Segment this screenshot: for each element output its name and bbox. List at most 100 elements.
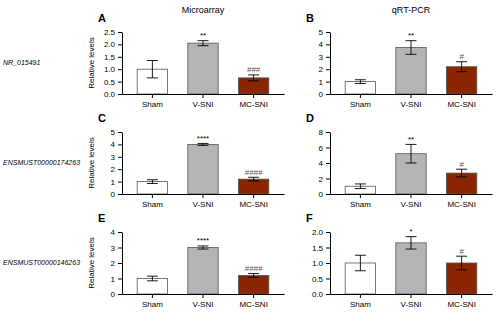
y-tick-mark: [326, 44, 330, 45]
x-tick-label: V-SNI: [401, 100, 422, 109]
marks: [137, 143, 269, 194]
y-tick: 0: [319, 90, 330, 99]
significance-label: **: [408, 31, 414, 40]
row-label: ENSMUST00000146263: [3, 259, 80, 266]
y-tick: 5: [319, 28, 330, 37]
y-tick: 3: [111, 244, 122, 253]
y-tick-mark: [326, 148, 330, 149]
y-tick-label: 2: [319, 65, 324, 74]
y-axis: 0 1 2 3 4 5: [319, 28, 331, 99]
x-axis: Sham V-SNI MC-SNI: [123, 194, 285, 209]
x-tick-mark: [253, 194, 254, 198]
y-tick: 2: [319, 175, 330, 184]
bar: [188, 248, 218, 295]
x-tick: Sham: [142, 194, 163, 209]
x-axis: ShamV-SNIMC-SNI: [331, 294, 493, 309]
y-axis-line: [122, 33, 123, 95]
x-tick-label: MC-SNI: [239, 100, 267, 109]
y-tick-mark: [326, 69, 330, 70]
x-tick-label: Sham: [350, 100, 371, 109]
error-bar: [147, 276, 158, 281]
x-tick-mark: [152, 94, 153, 98]
bar: [188, 43, 218, 94]
y-tick-mark: [326, 132, 330, 133]
y-tick-mark: [326, 57, 330, 58]
y-axis-title: Relative levels: [87, 37, 96, 89]
figure: 0.00.51.01.52.02.5ShamV-SNIMC-SNI**###NR…: [0, 0, 500, 321]
y-tick: 1.5: [104, 53, 122, 62]
y-axis-title: Relative levels: [87, 237, 96, 289]
y-tick-label: 6: [319, 144, 324, 153]
error-bar: [406, 237, 417, 249]
y-tick-mark: [326, 232, 330, 233]
x-tick: Sham: [350, 194, 371, 209]
x-tick-label: MC-SNI: [447, 300, 475, 309]
marks: [137, 41, 269, 94]
x-tick-mark: [152, 194, 153, 198]
y-tick: 5: [111, 128, 122, 137]
y-axis: 0.00.51.01.52.02.5: [104, 28, 123, 99]
x-tick: MC-SNI: [239, 194, 267, 209]
y-tick-label: 0.5: [312, 275, 324, 284]
y-tick: 0.0: [312, 290, 330, 299]
y-tick-mark: [118, 248, 122, 249]
panel: 02468ShamV-SNIMC-SNI**#: [319, 128, 493, 209]
y-tick: 1.0: [104, 65, 122, 74]
significance-label: **: [408, 135, 414, 144]
x-tick-label: V-SNI: [401, 200, 422, 209]
y-tick-label: 4: [111, 140, 116, 149]
marks: [345, 237, 477, 294]
panel: 01234ShamV-SNIMC-SNI****####: [111, 228, 285, 309]
y-tick-mark: [326, 163, 330, 164]
chart-container: 0.00.51.01.52.02.5ShamV-SNIMC-SNI**###NR…: [0, 0, 500, 321]
row-label: ENSMUST00000174263: [3, 159, 80, 166]
y-tick: 2.5: [104, 28, 122, 37]
x-tick-label: Sham: [350, 200, 371, 209]
y-tick: 3: [111, 153, 122, 162]
y-tick: 8: [319, 128, 330, 137]
y-tick: 0.5: [104, 78, 122, 87]
y-tick-label: 1: [319, 78, 324, 87]
error-bar: [355, 80, 366, 84]
x-tick: V-SNI: [401, 294, 422, 309]
y-tick-label: 0: [111, 190, 116, 199]
y-tick-mark: [118, 279, 122, 280]
error-bar: [248, 177, 259, 181]
y-tick-label: 0: [319, 90, 324, 99]
y-tick-mark: [118, 157, 122, 158]
y-tick-label: 3: [319, 53, 324, 62]
y-tick-label: 4: [319, 40, 324, 49]
significance-label: ####: [245, 264, 263, 273]
bar: [188, 144, 218, 194]
error-bar: [198, 246, 209, 249]
error-bar: [456, 169, 467, 177]
y-tick-mark: [118, 82, 122, 83]
x-tick-label: MC-SNI: [239, 200, 267, 209]
y-tick: 2: [319, 65, 330, 74]
y-tick-mark: [326, 294, 330, 295]
significance-label: ###: [247, 65, 261, 74]
x-tick: MC-SNI: [447, 194, 475, 209]
y-tick-mark: [118, 169, 122, 170]
y-tick-mark: [118, 132, 122, 133]
error-bar: [456, 62, 467, 72]
y-axis-line: [122, 233, 123, 295]
significance-label: ****: [197, 134, 209, 143]
y-tick-mark: [118, 294, 122, 295]
row-label: NR_015491: [3, 59, 40, 66]
significance-label: #: [459, 247, 464, 256]
y-tick-label: 1.5: [312, 244, 324, 253]
error-bar: [355, 184, 366, 189]
x-tick-label: Sham: [142, 300, 163, 309]
error-bar: [248, 274, 259, 278]
error-bar: [147, 180, 158, 184]
x-tick-label: V-SNI: [193, 200, 214, 209]
y-tick-mark: [118, 182, 122, 183]
y-tick: 1: [111, 275, 122, 284]
y-tick-mark: [118, 194, 122, 195]
y-tick-label: 3: [111, 244, 116, 253]
x-tick-mark: [253, 94, 254, 98]
y-tick-mark: [118, 69, 122, 70]
y-axis-title: Relative levels: [87, 137, 96, 189]
x-tick-mark: [253, 294, 254, 298]
